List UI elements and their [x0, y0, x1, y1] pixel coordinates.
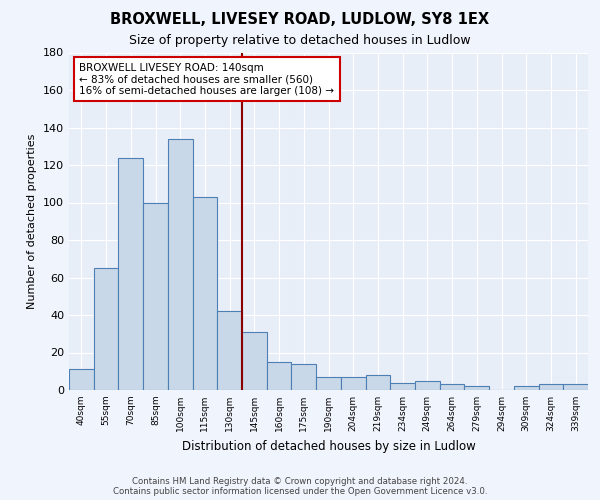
Bar [341, 377, 365, 390]
Bar [415, 380, 440, 390]
Bar [316, 377, 341, 390]
Bar [514, 386, 539, 390]
Bar [168, 138, 193, 390]
Bar [539, 384, 563, 390]
Bar [143, 202, 168, 390]
Bar [217, 311, 242, 390]
Text: Contains HM Land Registry data © Crown copyright and database right 2024.
Contai: Contains HM Land Registry data © Crown c… [113, 476, 487, 496]
Bar [440, 384, 464, 390]
Bar [464, 386, 489, 390]
Bar [365, 375, 390, 390]
Bar [390, 382, 415, 390]
Text: Size of property relative to detached houses in Ludlow: Size of property relative to detached ho… [129, 34, 471, 47]
Bar [118, 158, 143, 390]
X-axis label: Distribution of detached houses by size in Ludlow: Distribution of detached houses by size … [182, 440, 475, 452]
Text: BROXWELL LIVESEY ROAD: 140sqm
← 83% of detached houses are smaller (560)
16% of : BROXWELL LIVESEY ROAD: 140sqm ← 83% of d… [79, 62, 334, 96]
Bar [69, 370, 94, 390]
Bar [292, 364, 316, 390]
Y-axis label: Number of detached properties: Number of detached properties [28, 134, 37, 309]
Bar [242, 332, 267, 390]
Bar [267, 362, 292, 390]
Bar [563, 384, 588, 390]
Bar [193, 197, 217, 390]
Text: BROXWELL, LIVESEY ROAD, LUDLOW, SY8 1EX: BROXWELL, LIVESEY ROAD, LUDLOW, SY8 1EX [110, 12, 490, 28]
Bar [94, 268, 118, 390]
